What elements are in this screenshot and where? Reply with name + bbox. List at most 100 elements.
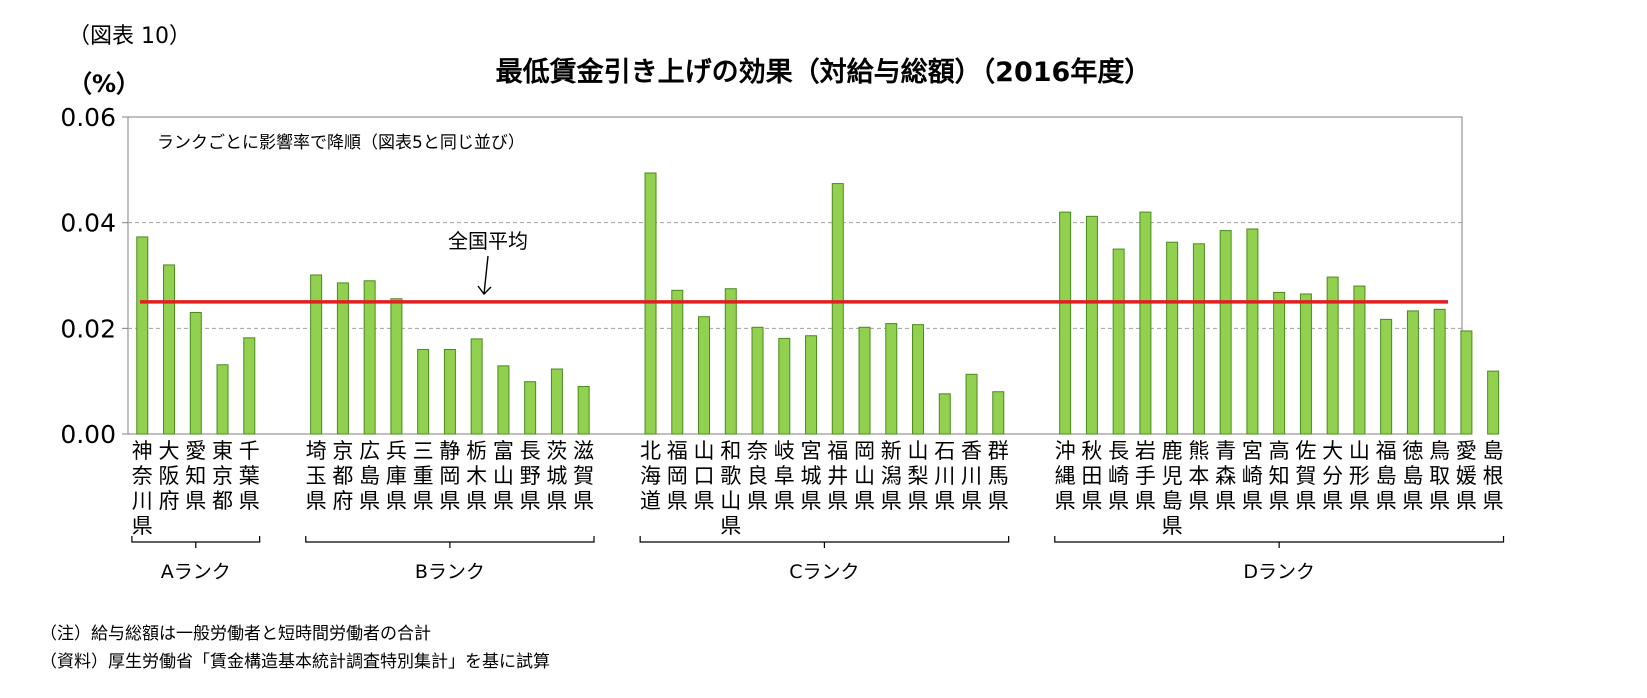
y-tick-label: 0.00 [60,420,116,449]
bar [336,282,349,435]
group-label: Cランク [789,561,859,583]
chart-notes: （注）給与総額は一般労働者と短時間労働者の合計 （資料）厚生労働省「賃金構造基本… [40,620,550,676]
category-label: 愛知県 [185,439,206,513]
bar [443,348,456,435]
bar [724,288,737,435]
category-label: 愛媛県 [1456,439,1477,513]
bar [1326,276,1339,435]
bar [1166,241,1179,435]
group-label: Aランク [161,561,231,583]
bar [136,236,149,435]
category-label: 三重県 [413,439,434,513]
bar [1353,285,1366,435]
bar [912,324,925,435]
category-label: 埼玉県 [306,439,327,513]
y-tick-label: 0.02 [60,314,116,343]
bar [390,298,403,435]
bar [778,337,791,435]
figure-label: （図表 10） [68,24,191,49]
bar [805,335,818,435]
bar [1406,310,1419,435]
bar [216,364,229,435]
category-label: 徳島県 [1402,439,1423,513]
category-label: 岩手県 [1135,439,1156,513]
chart-title: 最低賃金引き上げの効果（対給与総額）（2016年度） [495,57,1152,88]
average-label: 全国平均 [448,229,528,253]
bar [577,385,590,435]
category-label: 福井県 [827,439,848,513]
plot-frame [127,116,1463,435]
category-label: 新潟県 [881,439,902,513]
category-label: 福島県 [1376,439,1397,513]
y-tick-label: 0.04 [60,209,116,238]
average-arrow [477,255,492,296]
group-label: Dランク [1243,561,1315,583]
category-label: 兵庫県 [386,439,407,513]
bar [1112,248,1125,435]
bar [698,316,711,435]
category-label: 広島県 [359,439,380,513]
category-label: 山形県 [1349,439,1370,513]
bar [310,274,323,435]
bar [671,289,684,435]
chart-annotation: ランクごとに影響率で降順（図表5と同じ並び） [157,133,525,153]
category-label: 長崎県 [1108,439,1129,513]
bar [550,368,563,435]
category-label: 秋田県 [1081,439,1102,513]
y-axis-unit: （%） [68,70,141,98]
bar [1192,243,1205,435]
category-label: 長野県 [520,439,541,513]
category-label: 高知県 [1269,439,1290,513]
category-label: 岡山県 [854,439,875,513]
group-bracket [131,536,261,548]
category-label: 宮城県 [801,439,822,513]
category-label: 群馬県 [988,439,1009,513]
bar [831,183,844,435]
category-label: 石川県 [934,439,955,513]
bar [938,393,951,435]
category-label: 京都府 [332,439,353,513]
category-label: 東京都 [212,439,233,513]
bar [965,373,978,435]
category-label: 奈良県 [747,439,768,513]
category-label: 栃木県 [466,439,487,513]
category-label: 静岡県 [439,439,460,513]
category-label: 大分県 [1322,439,1343,513]
group-label: Bランク [415,561,485,583]
note-line: （注）給与総額は一般労働者と短時間労働者の合計 [40,624,431,644]
category-label: 熊本県 [1188,439,1209,513]
category-label: 茨城県 [546,439,567,513]
category-label: 香川県 [961,439,982,513]
bar-chart: 0.00 0.02 0.04 0.06 ランクごとに影響率で降順（図表5と同じ並び） 神奈… [60,103,1505,583]
bar [858,326,871,435]
category-label: 青森県 [1215,439,1236,513]
bar [885,323,898,435]
bar [417,348,430,435]
category-label: 宮崎県 [1242,439,1263,513]
bar [1433,308,1446,435]
bar [524,381,537,435]
source-line: （資料）厚生労働省「賃金構造基本統計調査特別集計」を基に試算 [40,652,550,672]
y-tick-label: 0.06 [60,103,116,132]
bar [243,337,256,435]
bar [1380,318,1393,435]
bar [1246,228,1259,435]
group-bracket [305,536,595,548]
category-label: 福岡県 [667,439,688,513]
bar [751,326,764,435]
bar [992,391,1005,435]
category-label: 山梨県 [908,439,929,513]
group-bracket [639,536,1010,548]
bar [189,311,202,435]
bar [470,338,483,435]
bar [1273,291,1286,435]
category-label: 鳥取県 [1429,439,1450,513]
category-label: 島根県 [1483,439,1504,513]
bar [1219,230,1232,435]
category-label: 千葉県 [239,439,260,513]
category-label: 岐阜県 [774,439,795,513]
bar [1299,293,1312,435]
category-label: 神奈川県 [132,439,153,538]
bar [1085,215,1098,435]
bar [1059,211,1072,435]
